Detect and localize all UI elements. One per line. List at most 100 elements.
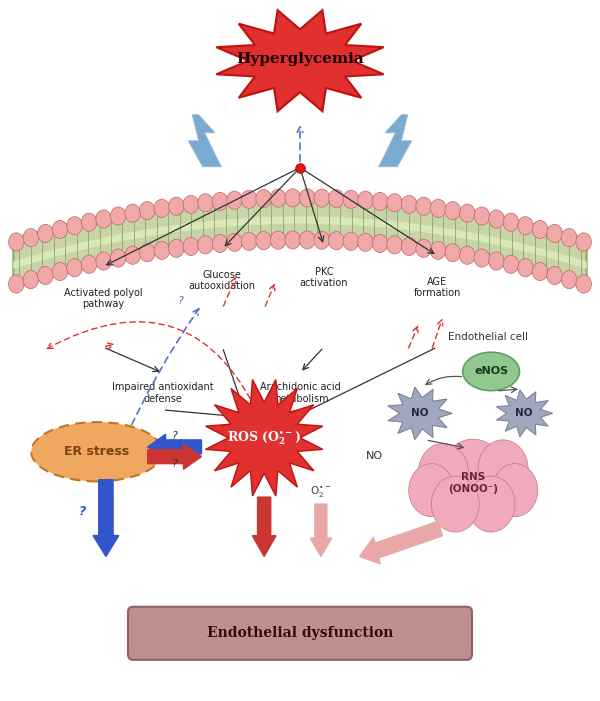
Circle shape bbox=[154, 241, 170, 259]
Circle shape bbox=[431, 476, 479, 532]
Text: ROS ($\mathregular{O_2^{\bullet-}}$): ROS ($\mathregular{O_2^{\bullet-}}$) bbox=[227, 429, 301, 447]
Circle shape bbox=[52, 262, 68, 280]
Circle shape bbox=[23, 271, 38, 289]
Circle shape bbox=[503, 255, 519, 273]
Text: Arachidonic acid
metabolism: Arachidonic acid metabolism bbox=[260, 382, 340, 404]
Text: RNS
(ONOO⁻): RNS (ONOO⁻) bbox=[448, 472, 498, 494]
Circle shape bbox=[493, 463, 538, 517]
Circle shape bbox=[329, 231, 344, 250]
Circle shape bbox=[139, 202, 155, 219]
Circle shape bbox=[125, 246, 140, 264]
Circle shape bbox=[197, 193, 213, 212]
Circle shape bbox=[576, 233, 592, 251]
Circle shape bbox=[532, 220, 548, 238]
Circle shape bbox=[285, 189, 301, 207]
Text: Activated polyol
pathway: Activated polyol pathway bbox=[64, 287, 142, 309]
Polygon shape bbox=[217, 10, 383, 111]
Polygon shape bbox=[206, 379, 323, 496]
Circle shape bbox=[416, 239, 431, 257]
Circle shape bbox=[81, 255, 97, 273]
Circle shape bbox=[271, 231, 286, 250]
Circle shape bbox=[474, 207, 490, 225]
Text: Hyperglycemia: Hyperglycemia bbox=[236, 52, 364, 66]
Circle shape bbox=[474, 249, 490, 267]
Circle shape bbox=[8, 233, 24, 251]
Circle shape bbox=[343, 232, 359, 250]
Circle shape bbox=[314, 231, 329, 250]
Circle shape bbox=[372, 192, 388, 210]
Circle shape bbox=[562, 271, 577, 289]
FancyArrow shape bbox=[93, 479, 119, 557]
Polygon shape bbox=[496, 390, 553, 437]
Circle shape bbox=[96, 252, 112, 270]
Text: NO: NO bbox=[410, 409, 428, 418]
Circle shape bbox=[518, 259, 533, 277]
Circle shape bbox=[67, 259, 82, 277]
Circle shape bbox=[125, 204, 140, 222]
Circle shape bbox=[547, 266, 562, 285]
Circle shape bbox=[197, 236, 213, 254]
FancyArrow shape bbox=[148, 444, 202, 469]
FancyBboxPatch shape bbox=[128, 607, 472, 660]
Circle shape bbox=[430, 241, 446, 259]
Circle shape bbox=[401, 196, 417, 214]
Circle shape bbox=[81, 213, 97, 231]
Circle shape bbox=[52, 220, 68, 238]
Text: AGE
formation: AGE formation bbox=[413, 277, 461, 299]
Circle shape bbox=[183, 196, 199, 214]
Circle shape bbox=[478, 440, 528, 498]
Circle shape bbox=[416, 197, 431, 215]
Circle shape bbox=[467, 476, 515, 532]
Circle shape bbox=[532, 262, 548, 280]
Circle shape bbox=[401, 238, 417, 255]
Text: ?: ? bbox=[172, 431, 178, 441]
Circle shape bbox=[418, 443, 469, 502]
Circle shape bbox=[387, 236, 403, 254]
FancyArrow shape bbox=[253, 497, 276, 557]
Circle shape bbox=[23, 229, 38, 247]
Ellipse shape bbox=[31, 422, 163, 482]
Circle shape bbox=[445, 244, 461, 261]
Circle shape bbox=[110, 249, 126, 267]
Text: ?: ? bbox=[172, 459, 178, 469]
Circle shape bbox=[299, 189, 315, 207]
Circle shape bbox=[67, 217, 82, 235]
Circle shape bbox=[241, 232, 257, 250]
Circle shape bbox=[576, 275, 592, 293]
Text: NO: NO bbox=[515, 409, 533, 418]
Circle shape bbox=[460, 246, 475, 264]
FancyArrow shape bbox=[148, 435, 202, 459]
Text: ?: ? bbox=[178, 296, 184, 306]
Circle shape bbox=[358, 233, 373, 252]
Circle shape bbox=[227, 233, 242, 252]
Ellipse shape bbox=[463, 352, 520, 390]
Circle shape bbox=[445, 202, 461, 219]
FancyArrow shape bbox=[360, 521, 442, 564]
Circle shape bbox=[430, 199, 446, 217]
Polygon shape bbox=[188, 114, 221, 167]
Circle shape bbox=[372, 234, 388, 252]
Circle shape bbox=[241, 190, 257, 208]
Text: Glucose
autooxidation: Glucose autooxidation bbox=[189, 270, 256, 292]
Circle shape bbox=[271, 189, 286, 207]
Circle shape bbox=[488, 252, 504, 270]
Circle shape bbox=[38, 266, 53, 285]
Circle shape bbox=[547, 224, 562, 243]
Text: eNOS: eNOS bbox=[474, 367, 508, 376]
Circle shape bbox=[439, 439, 508, 520]
Circle shape bbox=[8, 275, 24, 293]
Circle shape bbox=[96, 210, 112, 228]
Text: ER stress: ER stress bbox=[64, 445, 130, 458]
Text: $\mathregular{O_2^{\bullet-}}$: $\mathregular{O_2^{\bullet-}}$ bbox=[310, 484, 332, 498]
Polygon shape bbox=[13, 217, 587, 268]
Circle shape bbox=[212, 192, 228, 210]
Polygon shape bbox=[379, 114, 412, 167]
Text: NO: NO bbox=[366, 451, 383, 461]
Circle shape bbox=[562, 229, 577, 247]
Text: PKC
activation: PKC activation bbox=[299, 266, 348, 288]
Circle shape bbox=[409, 463, 454, 517]
Circle shape bbox=[329, 189, 344, 207]
Circle shape bbox=[503, 213, 519, 231]
Circle shape bbox=[139, 244, 155, 261]
Circle shape bbox=[518, 217, 533, 235]
